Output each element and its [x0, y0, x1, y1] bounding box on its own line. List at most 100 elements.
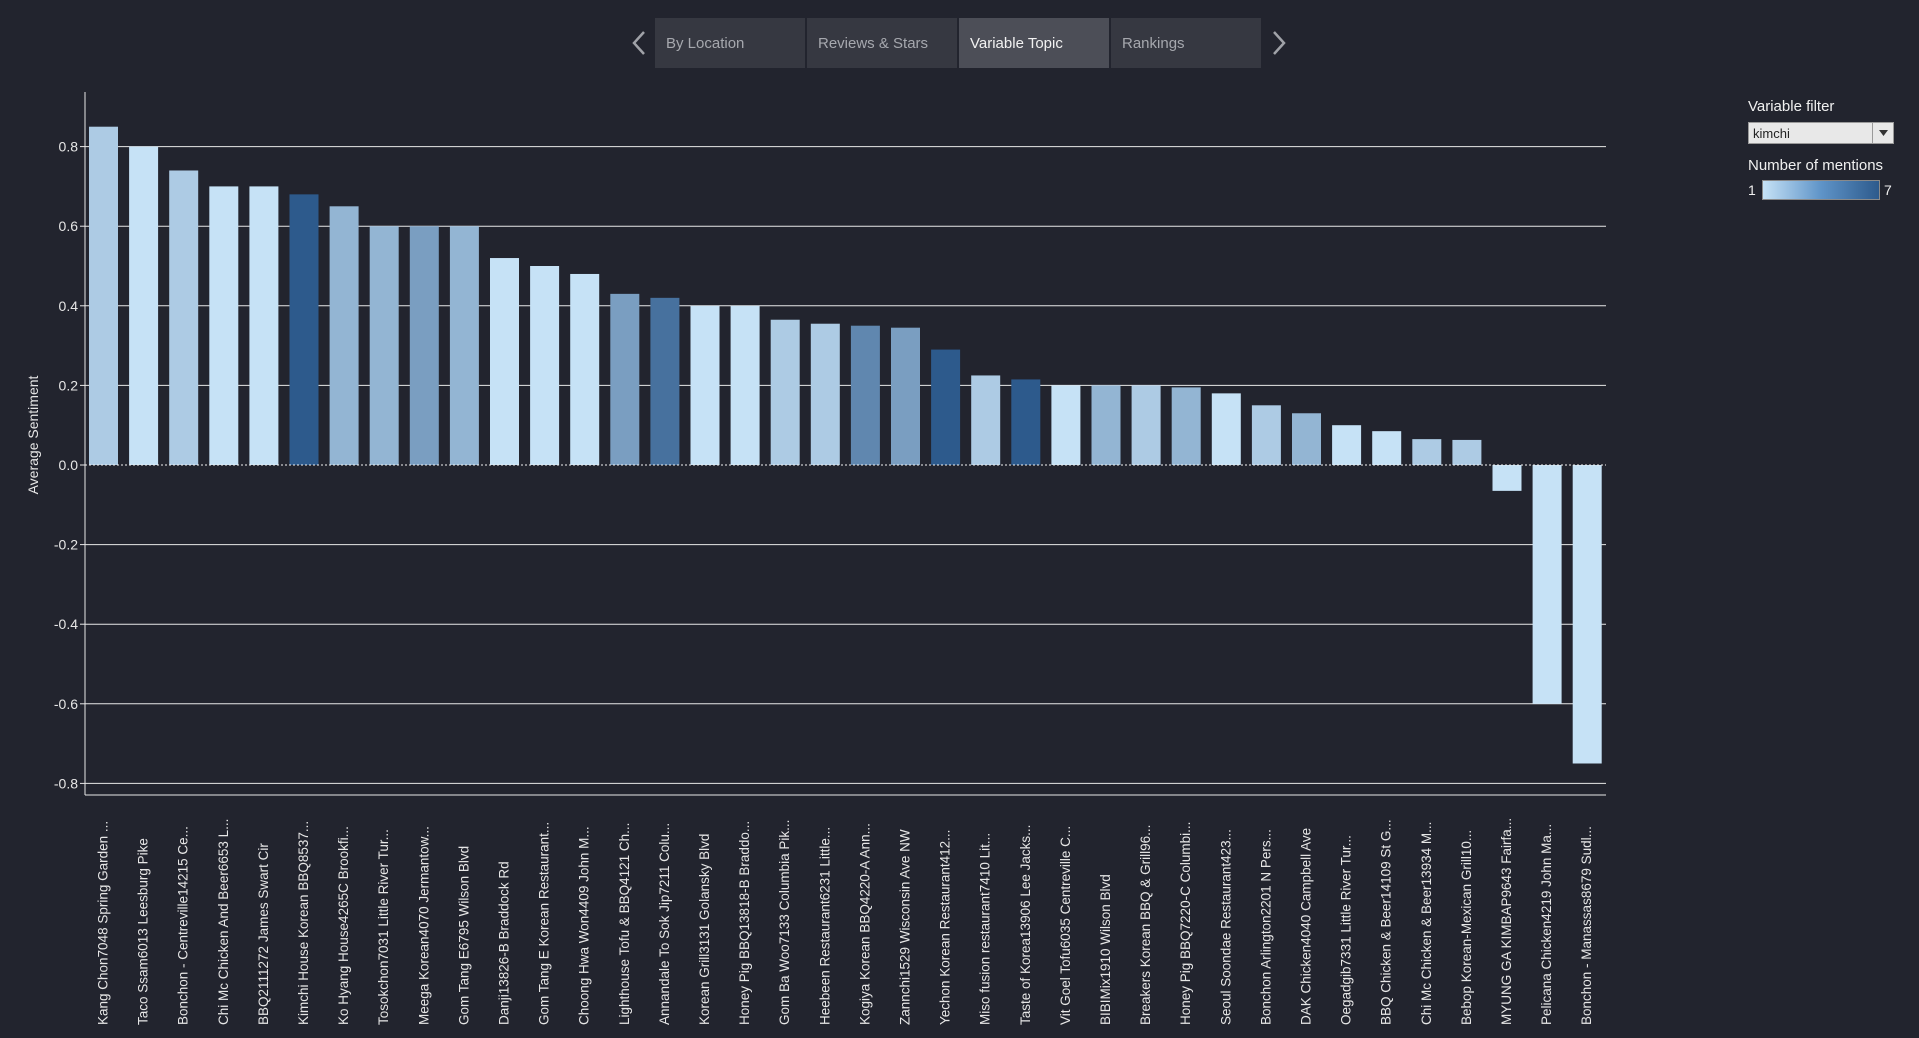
x-tick-label: Meega Korean4070 Jermantow...	[416, 826, 431, 1025]
bar	[289, 194, 319, 466]
bar	[570, 273, 600, 465]
x-tick-label: Bonchon - Centreville14215 Ce...	[176, 826, 191, 1025]
bar	[1372, 431, 1402, 465]
dropdown-arrow-icon[interactable]	[1872, 123, 1893, 143]
color-legend: 1 7	[1748, 179, 1898, 201]
legend-title: Number of mentions	[1748, 157, 1884, 174]
y-tick-label: -0.6	[54, 696, 78, 712]
bar	[1091, 385, 1121, 465]
bar	[1492, 465, 1522, 491]
bar	[129, 146, 159, 465]
x-tick-label: BIBIMix1910 Wilson Blvd	[1098, 874, 1113, 1025]
x-tick-label: Gom Tang E Korean Restaurant...	[537, 822, 552, 1025]
x-tick-label: Bonchon - Manassas8679 Sudl...	[1579, 826, 1594, 1025]
prev-tab-button[interactable]	[623, 18, 655, 68]
bar	[329, 206, 359, 466]
legend-color-scale	[1762, 180, 1880, 200]
x-tick-label: Oegadgib7331 Little River Tur...	[1339, 835, 1354, 1025]
x-tick-label: MYUNG GA KIMBAP9643 Fairfa...	[1499, 818, 1514, 1025]
x-tick-label: Bonchon Arlington2201 N Pers...	[1258, 829, 1273, 1025]
chevron-right-icon	[1273, 31, 1286, 55]
y-tick-label: -0.4	[54, 616, 78, 632]
bar	[1131, 385, 1161, 465]
y-tick-label: -0.8	[54, 775, 78, 791]
y-tick-label: 0.8	[59, 139, 79, 155]
y-tick-label: 0.6	[59, 218, 79, 234]
bar	[449, 226, 479, 465]
bar	[1572, 465, 1602, 764]
y-tick-label: 0.4	[59, 298, 79, 314]
x-tick-label: Taco Ssam6013 Leesburg Pike	[136, 838, 151, 1025]
x-tick-label: Danji13826-B Braddock Rd	[497, 861, 512, 1025]
bar	[1452, 439, 1482, 465]
x-tick-label: Seoul Soondae Restaurant423...	[1218, 829, 1233, 1025]
bar	[1171, 387, 1201, 465]
bar	[971, 375, 1001, 465]
x-tick-label: Breakers Korean BBQ & Grill96...	[1138, 825, 1153, 1025]
filter-panel: Variable filter kimchi Number of mention…	[1748, 98, 1898, 201]
bar	[690, 305, 720, 465]
bar	[1251, 405, 1281, 465]
bar	[530, 266, 560, 465]
tab-reviews-stars[interactable]: Reviews & Stars	[807, 18, 957, 68]
y-tick-label: 0.2	[59, 377, 79, 393]
x-tick-label: Yechon Korean Restaurant412...	[938, 830, 953, 1025]
bar	[650, 297, 680, 465]
variable-filter-dropdown[interactable]: kimchi	[1748, 122, 1894, 144]
x-tick-label: Honey Pig BBQ13818-B Braddo...	[737, 821, 752, 1025]
x-tick-label: Zannchi1529 Wisconsin Ave NW	[898, 829, 913, 1025]
x-tick-label: Chi Mc Chicken & Beer13934 M...	[1419, 822, 1434, 1025]
tab-rankings[interactable]: Rankings	[1111, 18, 1261, 68]
x-tick-label: Miso fusion restaurant7410 Lit...	[978, 833, 993, 1025]
variable-filter-value: kimchi	[1753, 126, 1790, 141]
x-tick-label: Heebeen Restaurant6231 Little...	[817, 827, 832, 1025]
x-tick-label: BBQ Chicken & Beer14109 St G...	[1379, 819, 1394, 1025]
bar	[1292, 413, 1321, 465]
bar	[891, 327, 920, 465]
x-tick-label: Tosokchon7031 Little River Tur...	[376, 829, 391, 1025]
tab-variable-topic[interactable]: Variable Topic	[959, 18, 1109, 68]
bar	[850, 325, 880, 465]
y-tick-label: -0.2	[54, 537, 78, 553]
bar	[810, 323, 840, 465]
legend-min: 1	[1748, 182, 1756, 198]
bar	[89, 126, 118, 465]
x-tick-label: Kimchi House Korean BBQ8537...	[296, 821, 311, 1025]
bar	[369, 226, 399, 465]
bar	[1412, 439, 1442, 465]
bar	[1332, 425, 1362, 465]
bar	[770, 319, 800, 465]
bar	[610, 293, 640, 465]
legend-max: 7	[1884, 182, 1892, 198]
y-tick-label: 0.0	[59, 457, 79, 473]
y-axis-title: Average Sentiment	[25, 375, 41, 494]
x-tick-label: Kogiya Korean BBQ4220-A Ann...	[857, 823, 872, 1025]
bar	[409, 226, 439, 465]
bar	[931, 349, 961, 465]
x-tick-label: Kang Chon7048 Spring Garden ...	[96, 821, 111, 1025]
x-tick-label: DAK Chicken4040 Campbell Ave	[1299, 828, 1314, 1025]
bar	[730, 305, 760, 465]
variable-filter-label: Variable filter	[1748, 98, 1835, 115]
x-tick-label: Taste of Korea13906 Lee Jacks...	[1018, 825, 1033, 1025]
x-tick-label: Gom Tang E6795 Wilson Blvd	[456, 846, 471, 1025]
bar	[1011, 379, 1041, 465]
x-tick-label: Annandale To Sok Jip7211 Colu...	[657, 823, 672, 1025]
bar	[490, 258, 519, 465]
x-tick-label: Vit Goel Tofu6035 Centreville C...	[1058, 826, 1073, 1025]
x-tick-label: Korean Grill3131 Golansky Blvd	[697, 834, 712, 1025]
bar	[169, 170, 199, 466]
tab-bar: By Location Reviews & Stars Variable Top…	[623, 18, 1295, 68]
x-tick-label: BBQ2111272 James Swart Cir	[256, 843, 271, 1025]
bar	[1211, 393, 1241, 465]
next-tab-button[interactable]	[1263, 18, 1295, 68]
x-tick-label: Choong Hwa Won4409 John M...	[577, 826, 592, 1025]
x-tick-label: Ko Hyang House4265C Brookfi...	[336, 826, 351, 1025]
tab-by-location[interactable]: By Location	[655, 18, 805, 68]
x-tick-label: Chi Mc Chicken And Beer6653 L...	[216, 819, 231, 1025]
x-tick-label: Pelicana Chicken4219 John Ma...	[1539, 824, 1554, 1025]
x-tick-label: Lighthouse Tofu & BBQ4121 Ch...	[617, 823, 632, 1025]
bar	[1532, 465, 1562, 704]
bar	[1051, 385, 1081, 465]
